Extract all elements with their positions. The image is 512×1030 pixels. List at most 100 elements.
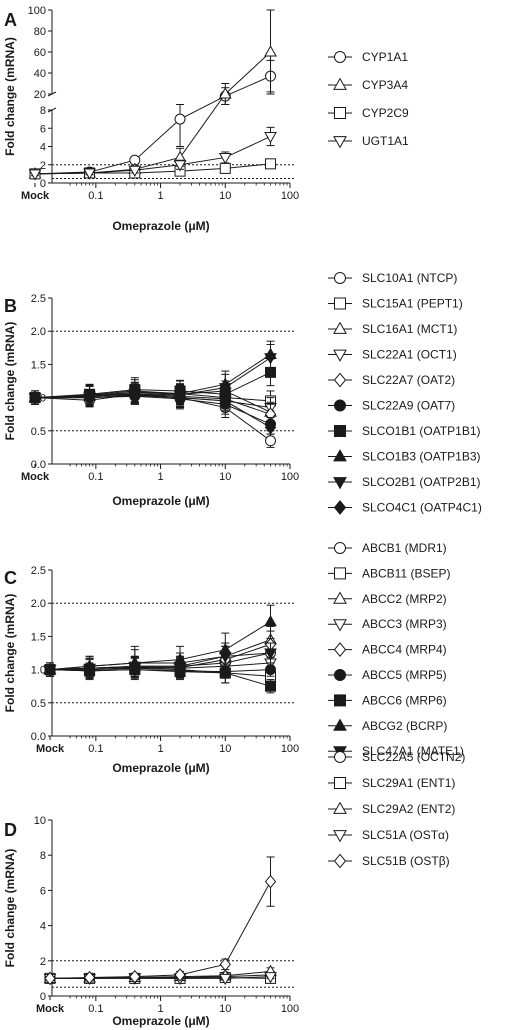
- legend: SLC22A5 (OCTN2) SLC29A1 (ENT1) SLC29A2 (EN…: [328, 750, 465, 869]
- legend-marker: [334, 107, 346, 119]
- legend-item: ABCB11 (BSEP): [328, 566, 450, 580]
- legend-label: ABCC3 (MRP3): [362, 617, 447, 631]
- data-point: [264, 420, 277, 435]
- legend-label: CYP3A4: [362, 78, 408, 92]
- data-point: [218, 651, 232, 664]
- legend-item: SLCO2B1 (OATP2B1): [328, 475, 481, 490]
- legend-label: SLCO4C1 (OATP4C1): [362, 501, 482, 515]
- legend-label: ABCB11 (BSEP): [362, 566, 450, 580]
- legend-label: SLC29A1 (ENT1): [362, 776, 455, 790]
- data-point: [265, 158, 277, 170]
- panel-letter: A: [4, 10, 17, 30]
- series-line: [49, 881, 271, 979]
- data-point: [128, 165, 142, 177]
- y-tick-label: 2.0: [31, 326, 46, 338]
- y-tick-label: 0.0: [31, 731, 46, 743]
- legend-marker: [334, 51, 346, 63]
- legend-item: SLC22A1 (OCT1): [328, 348, 457, 362]
- legend-marker: [334, 297, 346, 310]
- legend-label: SLC15A1 (PEPT1): [362, 297, 463, 311]
- series-line: [35, 395, 271, 428]
- legend-label: ABCC6 (MRP6): [362, 693, 447, 707]
- legend-label: ABCB1 (MDR1): [362, 541, 447, 555]
- y-tick-label: 0: [40, 991, 46, 1003]
- x-axis-label: Omeprazole (μM): [112, 1014, 209, 1028]
- series-line: [34, 390, 271, 402]
- legend-label: SLCO2B1 (OATP2B1): [362, 475, 481, 489]
- legend-label: SLC22A7 (OAT2): [362, 373, 455, 387]
- series-line: [49, 621, 271, 671]
- data-point: [219, 394, 231, 408]
- y-tick-label: 2.5: [31, 565, 46, 577]
- x-tick-label: 1: [157, 1003, 163, 1015]
- legend-marker: [333, 853, 347, 869]
- data-point: [218, 973, 232, 986]
- y-tick-label: 1.0: [31, 665, 46, 677]
- legend-label: ABCG2 (BCRP): [362, 719, 447, 733]
- data-point: [173, 661, 187, 674]
- data-point: [219, 667, 231, 679]
- series-4: [44, 856, 277, 986]
- x-tick-label: Mock: [21, 190, 50, 202]
- legend-item: SLC22A7 (OAT2): [328, 372, 455, 388]
- legend-marker: [333, 619, 347, 632]
- data-point: [28, 169, 42, 181]
- legend-item: SLC51A (OSTα): [328, 828, 449, 843]
- legend-marker: [334, 399, 346, 412]
- series-line: [49, 652, 271, 671]
- legend-item: SLC15A1 (PEPT1): [328, 297, 463, 311]
- series-line: [34, 371, 271, 399]
- legend-label: CYP2C9: [362, 106, 409, 120]
- y-tick-label: 60: [34, 47, 46, 59]
- x-tick-label: 10: [219, 1003, 231, 1015]
- legend-item: ABCC5 (MRP5): [328, 668, 447, 682]
- y-tick-label: 2: [40, 956, 46, 968]
- data-point: [218, 152, 232, 165]
- legend-marker: [334, 777, 346, 789]
- legend-label: CYP1A1: [362, 50, 408, 64]
- y-tick-label: 8: [40, 850, 46, 862]
- legend-item: ABCC3 (MRP3): [328, 617, 447, 632]
- legend-label: SLC22A9 (OAT7): [362, 399, 455, 413]
- legend-label: UGT1A1: [362, 134, 409, 148]
- y-axis-label: Fold change (mRNA): [3, 849, 17, 968]
- legend-item: CYP3A4: [328, 77, 408, 92]
- data-point: [44, 971, 56, 986]
- data-point: [264, 353, 277, 365]
- data-point: [129, 388, 141, 403]
- y-tick-label: 40: [34, 68, 46, 80]
- x-tick-label: Mock: [21, 471, 50, 483]
- y-tick-label: 0.5: [31, 698, 46, 710]
- legend-marker: [334, 694, 346, 707]
- legend-label: ABCC4 (MRP4): [362, 643, 447, 657]
- series-line: [34, 136, 271, 175]
- legend-label: SLC22A5 (OCTN2): [362, 750, 465, 764]
- data-point: [218, 87, 232, 99]
- legend-item: SLCO4C1 (OATP4C1): [328, 500, 482, 515]
- legend-marker: [334, 542, 346, 554]
- x-axis-label: Omeprazole (μM): [112, 494, 209, 508]
- legend-marker: [333, 349, 347, 362]
- data-point: [265, 680, 277, 692]
- x-tick-label: 0.1: [88, 743, 103, 755]
- y-axis-label: Fold change (mRNA): [3, 322, 17, 441]
- y-tick-label: 1.5: [31, 631, 46, 643]
- legend-label: SLCO1B1 (OATP1B1): [362, 424, 481, 438]
- data-point: [264, 45, 277, 57]
- x-tick-label: 100: [281, 190, 299, 202]
- data-point: [265, 664, 277, 676]
- x-tick-label: 1: [157, 190, 163, 202]
- legend-item: ABCC6 (MRP6): [328, 693, 447, 707]
- legend-marker: [333, 830, 347, 843]
- y-tick-label: 6: [40, 123, 46, 135]
- legend-marker: [333, 500, 347, 515]
- legend-label: SLC16A1 (MCT1): [362, 322, 457, 336]
- legend-item: ABCG2 (BCRP): [328, 718, 447, 733]
- panel-letter: C: [4, 568, 17, 588]
- y-tick-label: 0: [40, 178, 46, 190]
- legend: CYP1A1 CYP3A4 CYP2C9 UGT1A1: [328, 50, 409, 149]
- series-0: [29, 59, 277, 180]
- legend-marker: [334, 425, 346, 437]
- data-point: [128, 661, 142, 674]
